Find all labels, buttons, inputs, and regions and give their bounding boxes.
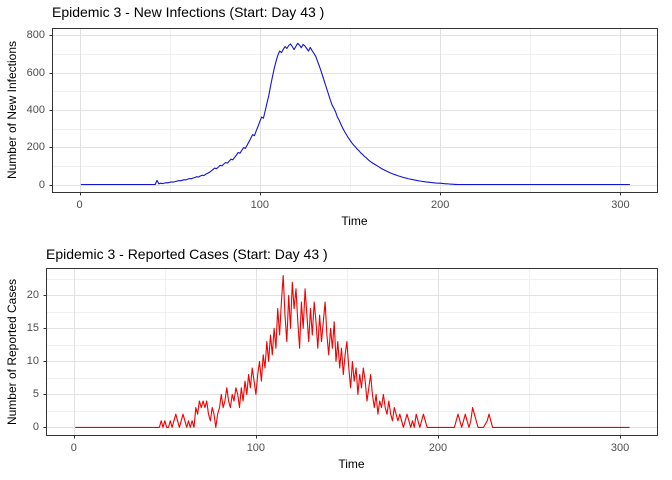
chart-title: Epidemic 3 - Reported Cases (Start: Day … [46,246,328,262]
y-tick-label: 400 [26,104,45,116]
y-tick-label: 200 [26,141,45,154]
new-infections-plot-area [49,28,658,196]
new-infections-chart: Epidemic 3 - New Infections (Start: Day … [5,4,658,228]
reported-cases-line [75,275,630,428]
y-tick-label: 800 [26,29,45,42]
panel-border [46,268,658,436]
x-tick-label: 200 [428,442,448,454]
reported-cases-chart: Epidemic 3 - Reported Cases (Start: Day … [0,240,672,480]
y-tick-label: 0 [32,421,39,434]
x-tick-label: 0 [70,442,77,454]
y-tick-label: 0 [38,178,45,191]
y-tick-label: 20 [26,289,39,302]
y-tick-label: 15 [26,322,39,335]
y-tick-label: 600 [26,66,45,79]
x-tick-label: 300 [610,442,630,454]
y-tick-label: 5 [32,388,39,401]
x-tick-label: 100 [250,199,269,211]
chart-title: Epidemic 3 - New Infections (Start: Day … [52,4,325,20]
x-tick-label: 100 [246,442,266,454]
y-tick-label: 10 [26,355,39,368]
x-axis-title: Time [338,457,365,471]
new-infections-line [80,42,631,186]
x-tick-label: 0 [76,199,83,211]
x-tick-label: 200 [430,199,450,211]
reported-cases-plot-area [43,268,658,439]
x-tick-label: 300 [611,199,630,211]
x-axis-title: Time [341,214,368,228]
